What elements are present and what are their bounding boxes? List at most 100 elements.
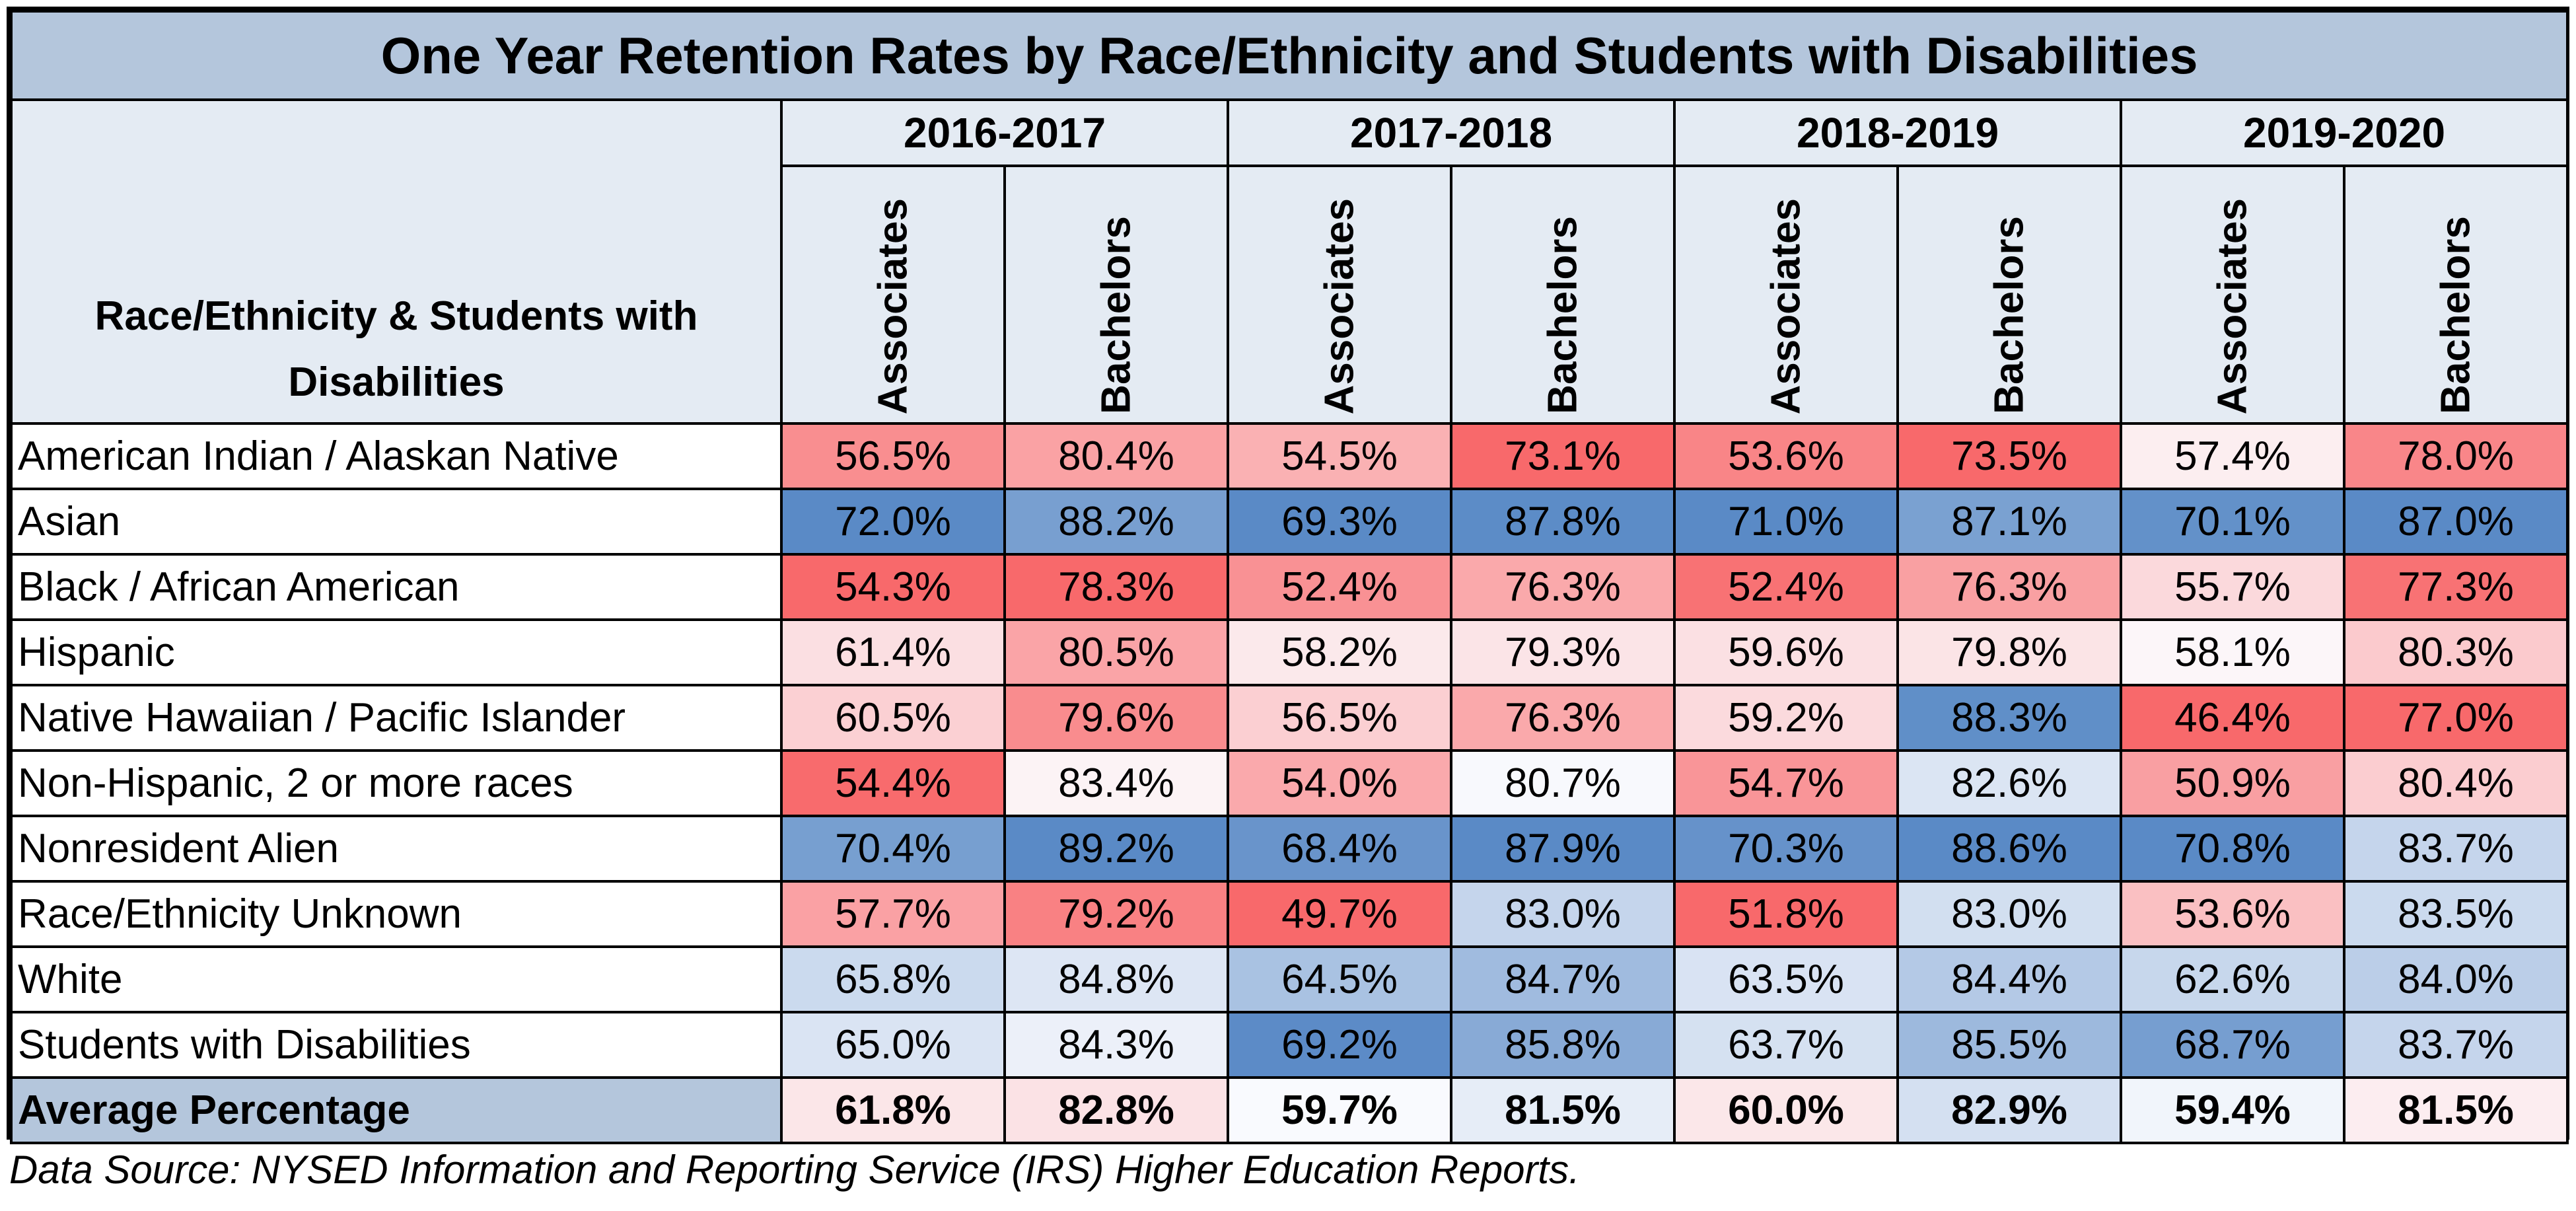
value-cell: 88.2% (1003, 488, 1229, 556)
value-cell: 68.4% (1227, 815, 1452, 883)
year-header: 2019-2020 (2119, 98, 2569, 167)
value-cell: 58.2% (1227, 618, 1452, 686)
table-row: White 65.8% 84.8% 64.5% 84.7% 63.5% 84.4% 62.6%… (10, 945, 2569, 1013)
value-cell: 83.5% (2342, 880, 2569, 948)
value-cell: 72.0% (780, 488, 1006, 556)
value-cell: 78.0% (2342, 422, 2569, 490)
value-cell: 79.8% (1896, 618, 2122, 686)
table-row: Native Hawaiian / Pacific Islander 60.5% 7… (10, 684, 2569, 752)
value-cell: 60.0% (1673, 1076, 1899, 1144)
value-cell: 84.8% (1003, 945, 1229, 1013)
value-cell: 70.8% (2120, 815, 2345, 883)
value-cell: 70.3% (1673, 815, 1899, 883)
value-cell: 65.8% (780, 945, 1006, 1013)
value-cell: 54.0% (1227, 749, 1452, 817)
value-cell: 84.0% (2342, 945, 2569, 1013)
year-header: 2016-2017 (780, 98, 1229, 167)
value-cell: 59.6% (1673, 618, 1899, 686)
value-cell: 81.5% (2342, 1076, 2569, 1144)
degree-header: Associates (780, 165, 1006, 425)
value-cell: 63.5% (1673, 945, 1899, 1013)
row-label: Nonresident Alien (10, 815, 783, 883)
value-cell: 80.4% (2342, 749, 2569, 817)
value-cell: 88.3% (1896, 684, 2122, 752)
value-cell: 81.5% (1450, 1076, 1676, 1144)
table-row: Asian 72.0% 88.2% 69.3% 87.8% 71.0% 87.1% 70.1%… (10, 488, 2569, 556)
value-cell: 83.0% (1450, 880, 1676, 948)
value-cell: 49.7% (1227, 880, 1452, 948)
table-body: American Indian / Alaskan Native 56.5% 80.… (10, 422, 2569, 1144)
value-cell: 87.9% (1450, 815, 1676, 883)
value-cell: 52.4% (1673, 553, 1899, 621)
value-cell: 77.3% (2342, 553, 2569, 621)
value-cell: 85.5% (1896, 1011, 2122, 1079)
average-row: Average Percentage 61.8% 82.8% 59.7% 81.5% 60… (10, 1076, 2569, 1144)
degree-header-text: Associates (2209, 198, 2256, 414)
value-cell: 84.4% (1896, 945, 2122, 1013)
value-cell: 59.4% (2120, 1076, 2345, 1144)
value-cell: 46.4% (2120, 684, 2345, 752)
table-row: Non-Hispanic, 2 or more races 54.4% 83.4% 5… (10, 749, 2569, 817)
degree-header-text: Associates (870, 198, 916, 414)
value-cell: 83.4% (1003, 749, 1229, 817)
value-cell: 59.2% (1673, 684, 1899, 752)
value-cell: 55.7% (2120, 553, 2345, 621)
value-cell: 51.8% (1673, 880, 1899, 948)
row-label: American Indian / Alaskan Native (10, 422, 783, 490)
row-label: Students with Disabilities (10, 1011, 783, 1079)
value-cell: 57.7% (780, 880, 1006, 948)
year-header: 2017-2018 (1227, 98, 1676, 167)
value-cell: 80.5% (1003, 618, 1229, 686)
value-cell: 80.4% (1003, 422, 1229, 490)
source-note: Data Source: NYSED Information and Repor… (9, 1148, 1580, 1192)
value-cell: 53.6% (1673, 422, 1899, 490)
table-row: Race/Ethnicity Unknown 57.7% 79.2% 49.7% 83.… (10, 880, 2569, 948)
value-cell: 83.7% (2342, 1011, 2569, 1079)
value-cell: 61.4% (780, 618, 1006, 686)
value-cell: 82.9% (1896, 1076, 2122, 1144)
table-row: Black / African American 54.3% 78.3% 52.4% 7… (10, 553, 2569, 621)
value-cell: 53.6% (2120, 880, 2345, 948)
value-cell: 82.8% (1003, 1076, 1229, 1144)
value-cell: 76.3% (1450, 684, 1676, 752)
value-cell: 76.3% (1450, 553, 1676, 621)
degree-header: Bachelors (1896, 165, 2122, 425)
value-cell: 79.3% (1450, 618, 1676, 686)
value-cell: 71.0% (1673, 488, 1899, 556)
value-cell: 87.1% (1896, 488, 2122, 556)
value-cell: 85.8% (1450, 1011, 1676, 1079)
value-cell: 56.5% (1227, 684, 1452, 752)
table-row: Students with Disabilities 65.0% 84.3% 69.2… (10, 1011, 2569, 1079)
degree-header-text: Bachelors (1540, 216, 1586, 414)
degree-header-text: Associates (1763, 198, 1809, 414)
value-cell: 59.7% (1227, 1076, 1452, 1144)
value-cell: 87.0% (2342, 488, 2569, 556)
degree-header-text: Bachelors (1093, 216, 1139, 414)
degree-header-text: Associates (1316, 198, 1363, 414)
value-cell: 58.1% (2120, 618, 2345, 686)
row-header-text: Race/Ethnicity & Students with Disabilit… (94, 293, 698, 405)
value-cell: 54.3% (780, 553, 1006, 621)
value-cell: 54.5% (1227, 422, 1452, 490)
value-cell: 80.7% (1450, 749, 1676, 817)
value-cell: 52.4% (1227, 553, 1452, 621)
value-cell: 69.2% (1227, 1011, 1452, 1079)
value-cell: 89.2% (1003, 815, 1229, 883)
year-header: 2018-2019 (1673, 98, 2122, 167)
value-cell: 76.3% (1896, 553, 2122, 621)
degree-header: Bachelors (1450, 165, 1676, 425)
value-cell: 56.5% (780, 422, 1006, 490)
degree-header: Associates (1673, 165, 1899, 425)
value-cell: 80.3% (2342, 618, 2569, 686)
row-label: Black / African American (10, 553, 783, 621)
value-cell: 79.6% (1003, 684, 1229, 752)
table-row: American Indian / Alaskan Native 56.5% 80.… (10, 422, 2569, 490)
value-cell: 54.4% (780, 749, 1006, 817)
row-label: Native Hawaiian / Pacific Islander (10, 684, 783, 752)
value-cell: 64.5% (1227, 945, 1452, 1013)
value-cell: 65.0% (780, 1011, 1006, 1079)
value-cell: 78.3% (1003, 553, 1229, 621)
retention-table: One Year Retention Rates by Race/Ethnici… (9, 10, 2569, 1144)
table-row: Hispanic 61.4% 80.5% 58.2% 79.3% 59.6% 79.8% 58… (10, 618, 2569, 686)
table-row: Nonresident Alien 70.4% 89.2% 68.4% 87.9% 70.… (10, 815, 2569, 883)
